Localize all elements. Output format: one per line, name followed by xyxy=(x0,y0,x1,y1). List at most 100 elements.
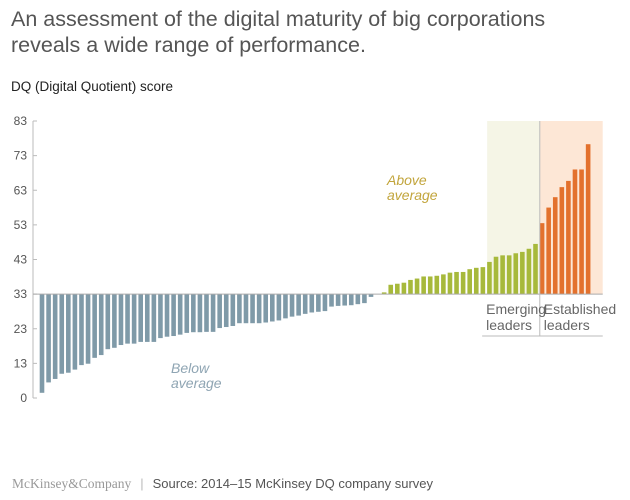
bar-above xyxy=(513,253,519,295)
y-axis-label: DQ (Digital Quotient) score xyxy=(11,79,174,94)
bar-below xyxy=(322,294,328,312)
bar-below xyxy=(335,294,341,306)
bar-below xyxy=(46,294,51,383)
established-leaders-label: Established leaders xyxy=(544,301,616,333)
bar-below xyxy=(250,294,255,324)
bar-established xyxy=(559,187,565,295)
bar-above xyxy=(500,255,505,295)
bar-below xyxy=(348,294,354,306)
bar-below xyxy=(105,294,111,350)
bar-below xyxy=(85,294,91,364)
bar-below xyxy=(118,294,124,346)
y-tick-label: 83 xyxy=(14,114,28,128)
y-tick-label: 73 xyxy=(14,149,28,163)
bar-below xyxy=(237,294,242,324)
bar-below xyxy=(204,294,209,332)
bar-below xyxy=(362,294,367,304)
bar-above xyxy=(395,283,400,295)
bar-below xyxy=(138,294,143,342)
bar-below xyxy=(355,294,361,305)
bar-above xyxy=(506,255,512,295)
bar-below xyxy=(171,294,176,337)
bar-below xyxy=(98,294,104,356)
source-note: Source: 2014–15 McKinsey DQ company surv… xyxy=(152,476,433,491)
bar-below xyxy=(151,294,157,342)
chart-title: An assessment of the digital maturity of… xyxy=(11,7,546,57)
bar-above xyxy=(526,248,532,295)
bar-below xyxy=(39,294,45,393)
bar-above xyxy=(480,267,486,295)
footer: McKinsey&Company | Source: 2014–15 McKinse… xyxy=(12,476,433,492)
bar-below xyxy=(184,294,190,333)
bar-below xyxy=(289,294,295,317)
bar-below xyxy=(270,294,275,322)
bar-above xyxy=(441,274,446,295)
bar-established xyxy=(579,169,584,295)
bar-established xyxy=(552,197,558,295)
bar-above xyxy=(414,278,420,295)
bar-below xyxy=(296,294,301,316)
y-tick-label: 53 xyxy=(14,218,28,232)
bar-established xyxy=(546,207,551,295)
bar-below xyxy=(342,294,347,306)
bar-below xyxy=(72,294,78,370)
bar-below xyxy=(368,294,374,297)
bar-below xyxy=(125,294,130,344)
y-tick-label: 23 xyxy=(14,322,28,336)
bar-below xyxy=(230,294,236,326)
bar-below xyxy=(197,294,203,333)
mckinsey-logo: McKinsey&Company xyxy=(12,476,132,491)
y-tick-label: 43 xyxy=(14,253,28,267)
bar-established xyxy=(539,223,545,295)
bar-below xyxy=(191,294,196,333)
bar-below xyxy=(52,294,58,379)
bar-above xyxy=(447,272,453,295)
bar-below xyxy=(210,294,216,332)
y-tick-label: 63 xyxy=(14,183,28,197)
bar-chart: 83 73 63 53 43 33 23 13 0 Below average Above averag… xyxy=(14,114,617,405)
below-average-label: Below average xyxy=(171,360,222,391)
bar-above xyxy=(381,292,387,295)
bar-above xyxy=(460,271,466,295)
bar-above xyxy=(487,261,492,295)
bar-established xyxy=(566,180,571,295)
bar-below xyxy=(263,294,269,323)
bar-above xyxy=(467,269,472,295)
bar-below xyxy=(144,294,150,342)
bar-below xyxy=(217,294,222,329)
bar-below xyxy=(309,294,315,313)
bar-above xyxy=(520,251,525,295)
bar-below xyxy=(112,294,117,348)
bar-below xyxy=(302,294,308,314)
bar-above xyxy=(493,256,499,295)
bar-below xyxy=(256,294,262,324)
footer-separator: | xyxy=(140,476,144,491)
bar-below xyxy=(164,294,170,337)
above-average-label: Above average xyxy=(386,172,438,203)
bar-above xyxy=(434,275,440,295)
bar-below xyxy=(223,294,229,328)
bar-below xyxy=(316,294,321,312)
bar-below xyxy=(243,294,249,324)
y-tick-label: 0 xyxy=(20,391,27,405)
bar-established xyxy=(585,144,591,295)
y-tick-label: 13 xyxy=(14,356,28,370)
bar-above xyxy=(473,267,479,295)
bar-above xyxy=(454,271,459,295)
bar-above xyxy=(421,276,426,295)
bar-established xyxy=(572,169,578,295)
bar-below xyxy=(131,294,137,344)
bar-below xyxy=(177,294,183,335)
bar-below xyxy=(59,294,65,374)
bar-above xyxy=(388,284,394,295)
bar-above xyxy=(533,243,538,295)
bar-above xyxy=(401,282,407,295)
bar-below xyxy=(92,294,97,358)
bar-below xyxy=(283,294,288,319)
emerging-leaders-label: Emerging leaders xyxy=(486,301,546,333)
bar-below xyxy=(276,294,282,321)
bar-above xyxy=(408,279,413,295)
y-tick-label: 33 xyxy=(14,287,28,301)
bar-below xyxy=(66,294,71,373)
bar-below xyxy=(79,294,84,366)
